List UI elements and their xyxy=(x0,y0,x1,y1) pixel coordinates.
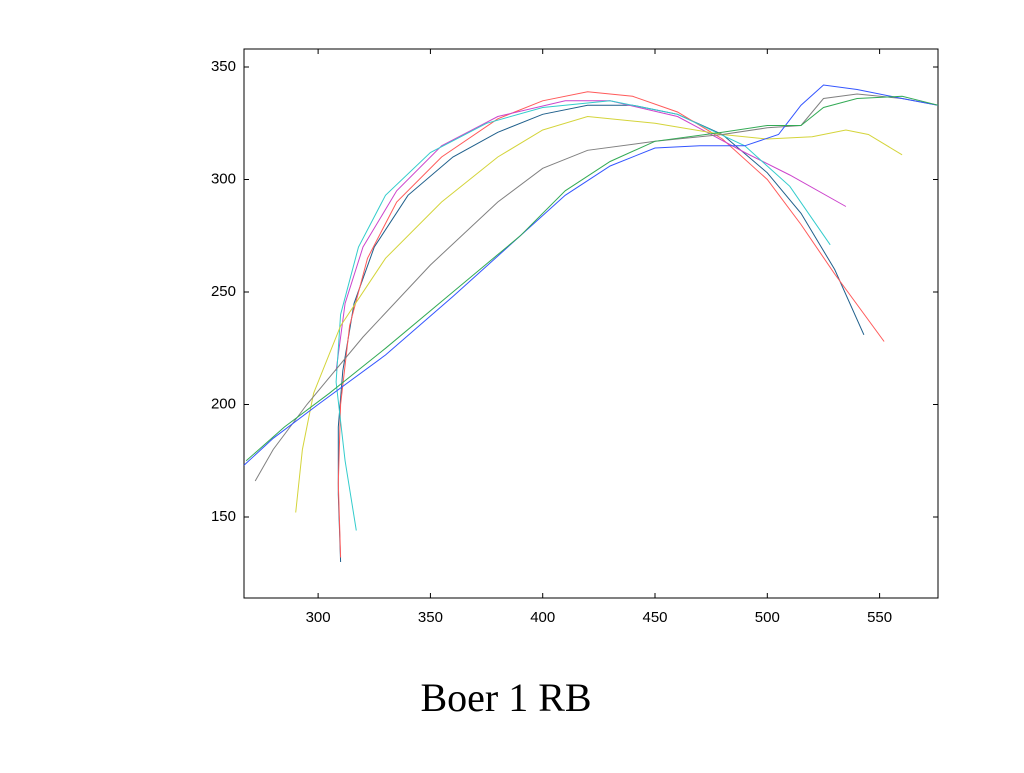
x-tick-label: 550 xyxy=(867,609,892,626)
data-line xyxy=(337,104,865,563)
y-tick-label: 300 xyxy=(211,170,236,187)
data-line xyxy=(335,100,847,371)
data-line xyxy=(243,84,939,466)
data-line xyxy=(254,93,939,482)
data-line xyxy=(335,100,831,531)
y-tick-label: 350 xyxy=(211,58,236,75)
y-tick-label: 250 xyxy=(211,283,236,300)
data-line xyxy=(295,115,903,513)
x-tick-label: 400 xyxy=(530,609,555,626)
plot-frame xyxy=(243,48,939,599)
x-tick-label: 300 xyxy=(306,609,331,626)
y-tick-label: 200 xyxy=(211,395,236,412)
data-line xyxy=(337,91,885,558)
x-tick-label: 500 xyxy=(755,609,780,626)
x-tick-label: 350 xyxy=(418,609,443,626)
x-tick-label: 450 xyxy=(642,609,667,626)
y-tick-label: 150 xyxy=(211,508,236,525)
data-line xyxy=(245,95,939,462)
chart-title: Boer 1 RB xyxy=(420,675,591,720)
